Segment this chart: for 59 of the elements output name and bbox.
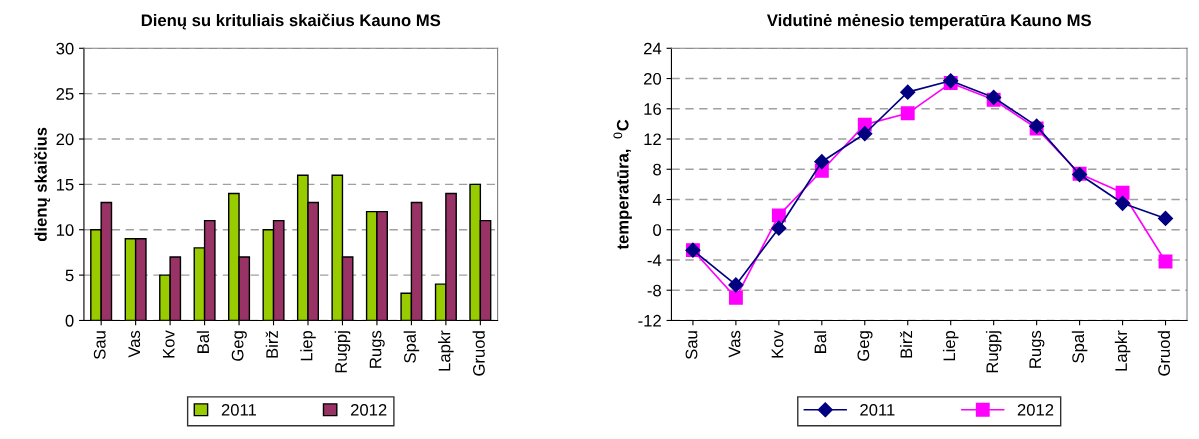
x-tick-label: Bal [196,331,210,353]
x-tick-label: Rugpj [985,331,1002,373]
legend-label: 2011 [221,403,256,416]
x-tick-label: Lapkr [438,330,454,371]
x-tick-label: Rugs [1029,330,1045,368]
point [771,220,787,236]
chart-title: Vidutinė mėnesio temperatūra Kauno MS [766,13,1091,30]
x-tick-label: Rugs [369,330,385,368]
legend-label: 2012 [1017,403,1054,416]
y-tick-label: 25 [56,88,74,100]
point [771,208,786,223]
point [900,106,915,121]
y-tick-label: 10 [56,224,74,236]
point [857,126,873,142]
x-tick-label: Bal [814,331,827,353]
x-tick-label: Spal [1071,331,1088,363]
y-tick-label: 8 [653,163,661,176]
x-tick-label: Liep [942,330,959,361]
x-tick-label: Spal [403,331,420,363]
point [728,290,743,305]
x-tick-label: Geg [231,331,247,361]
point [900,84,916,100]
y-axis-title: temperatūra, $^{0}$C [613,119,632,250]
x-tick-label: Lapkr [1114,330,1131,371]
x-tick-label: Sau [685,331,698,360]
point [1157,210,1174,226]
y-tick-label: 0 [653,224,662,236]
legend-label: 2012 [350,403,387,416]
y-axis-title: dienų skaičius [34,127,51,242]
x-tick-label: Rugpj [334,331,351,373]
y-tick-label: -12 [638,314,661,327]
y-tick-label: 24 [644,42,662,55]
x-tick-label: Kov [162,330,175,358]
x-tick-label: Vas [128,330,141,358]
y-tick-label: 5 [65,269,74,282]
x-tick-label: Gruod [472,331,485,376]
x-tick-label: Gruod [1157,331,1170,376]
y-tick-label: 20 [56,133,74,146]
x-tick-label: Vas [728,330,741,358]
y-tick-label: 15 [56,178,74,191]
y-tick-label: -8 [647,284,661,297]
x-tick-label: Geg [857,331,873,361]
x-tick-label: Kov [771,330,784,358]
point [814,154,830,170]
point [728,277,744,293]
legend-label: 2011 [860,403,895,416]
y-tick-label: 0 [65,314,74,327]
chart-title: Dienų su krituliais skaičius Kauno MS [141,13,441,30]
y-tick-label: 20 [644,72,662,85]
y-tick-label: 16 [644,103,661,115]
y-tick-label: 4 [652,194,662,206]
x-tick-label: Birž [265,331,278,358]
x-tick-label: Liep [300,330,316,361]
y-tick-label: 12 [644,133,661,146]
y-tick-label: -4 [647,254,662,267]
point [1114,195,1131,211]
x-tick-label: Sau [93,331,106,360]
x-tick-label: Birž [899,331,913,358]
y-tick-label: 30 [56,42,74,55]
